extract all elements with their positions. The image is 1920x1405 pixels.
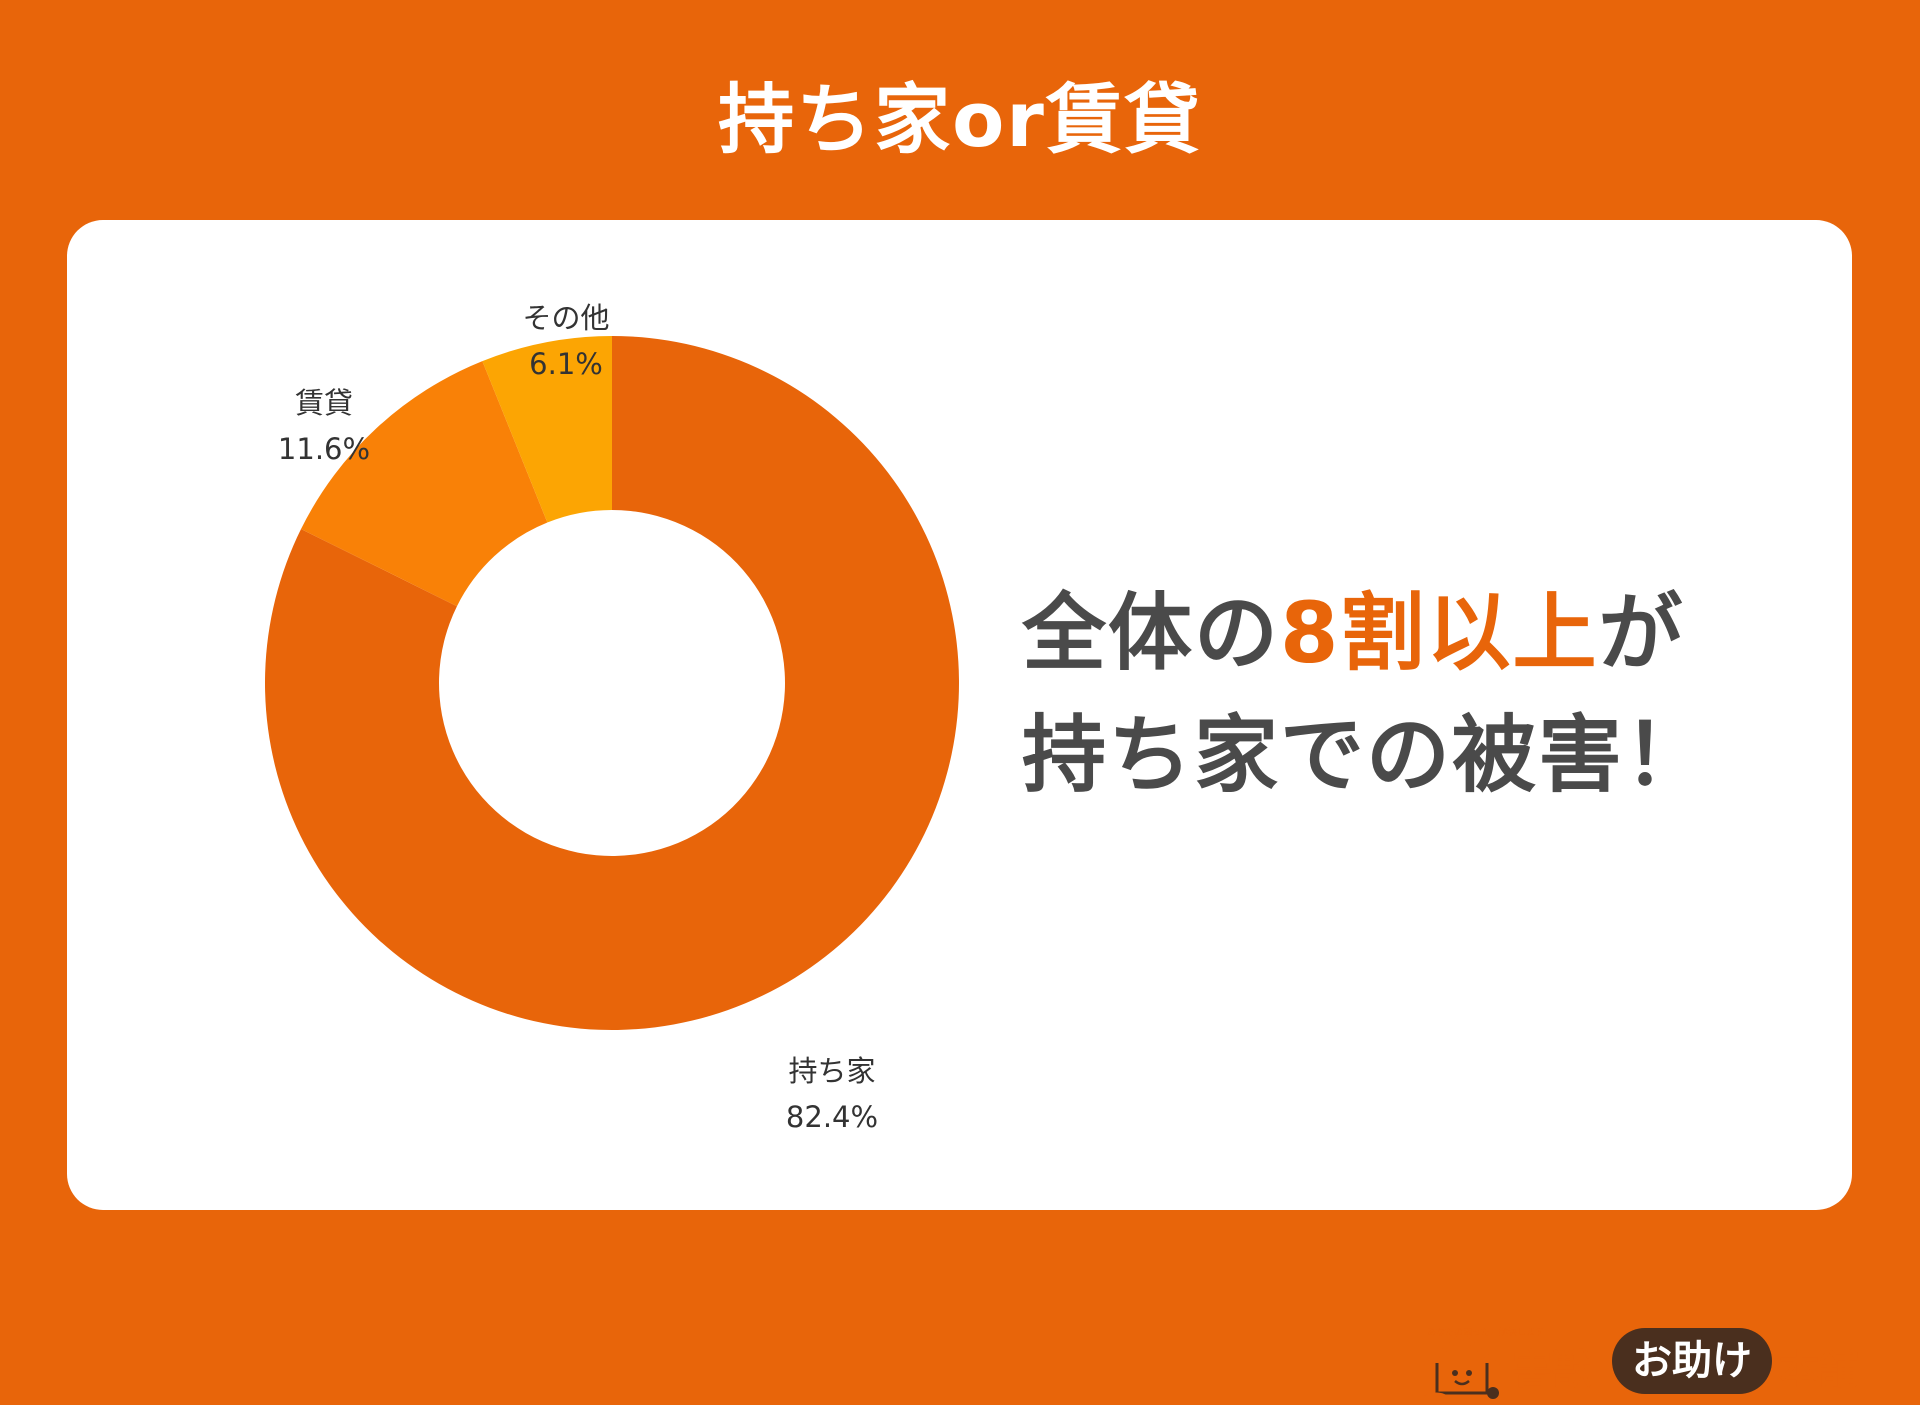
headline-line-2: 持ち家での被害！ [1022,706,1711,804]
logo-text-store: 本舗 [1779,1347,1859,1393]
slice-label-other-name: その他 [522,301,610,335]
slice-label-other-value: 6.1% [529,347,603,381]
headline: 全体の8割以上が 持ち家での被害！ [1022,572,1710,816]
headline-suffix: が [1598,584,1685,682]
slice-label-owned-value: 82.4% [785,1100,879,1134]
slice-label-owned-name: 持ち家 [788,1054,876,1088]
slice-label-other: その他 6.1% [466,295,666,387]
headline-line-1: 全体の8割以上が [1022,572,1710,694]
page-title: 持ち家or賃貸 [718,75,1202,164]
headline-highlight: 8割以上 [1280,584,1599,682]
logo-text-pest: 害獣 [1512,1347,1592,1393]
slice-label-rental-name: 賃貸 [294,386,353,420]
slice-label-rental-value: 11.6% [277,432,371,466]
slice-other [482,336,612,523]
company-logo: あなたの困った！解決します 害獣 お助け 本舗 [1417,1325,1887,1405]
slice-label-owned: 持ち家 82.4% [732,1048,932,1140]
donut-chart [265,336,959,1030]
chart-card: 持ち家 82.4% 賃貸 11.6% その他 6.1% あなたの困った！解決しま… [67,220,1859,1399]
logo-badge: お助け [1612,1328,1772,1394]
headline-prefix: 全体の [1022,584,1281,682]
slice-owned [265,336,959,1030]
slice-label-rental: 賃貸 11.6% [224,380,424,472]
slice-rental [301,361,548,607]
